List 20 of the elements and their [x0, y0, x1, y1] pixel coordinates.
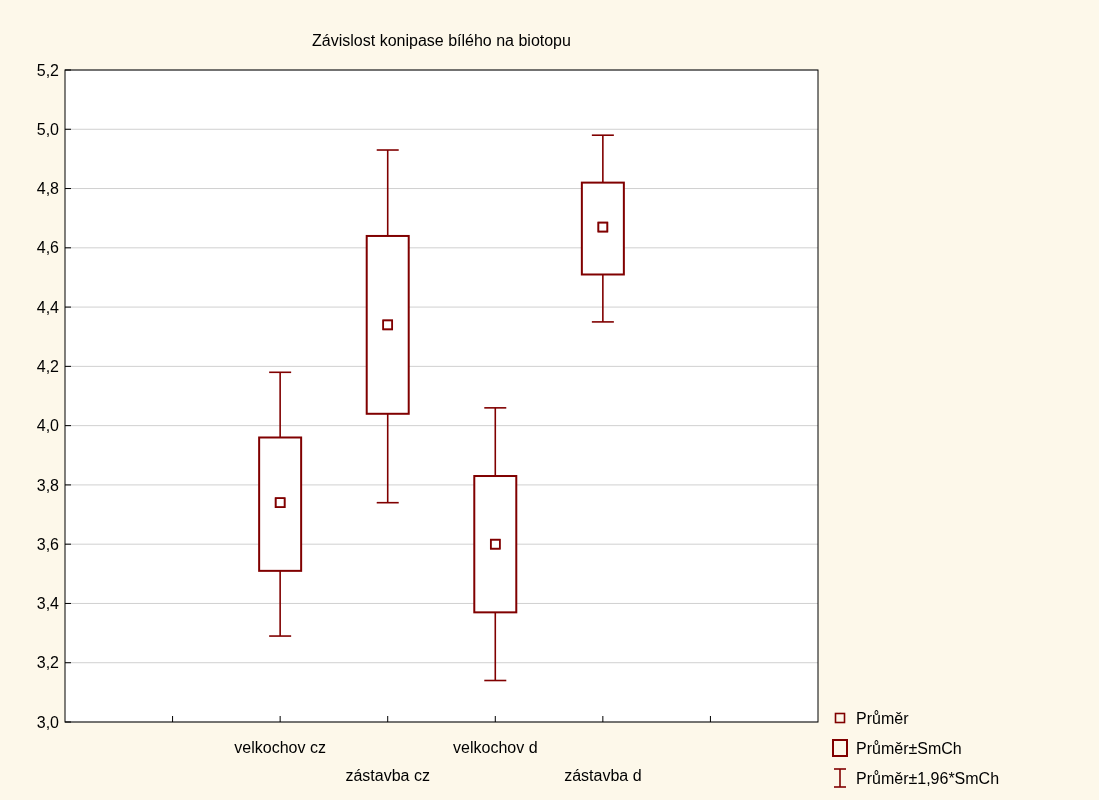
y-tick-label: 3,8 [36, 476, 60, 494]
y-tick-label: 4,4 [36, 298, 60, 316]
y-tick-label: 3,4 [36, 595, 60, 613]
x-tick-label: zástavba cz [345, 767, 430, 784]
y-tick-label: 5,0 [36, 120, 60, 138]
legend-label: Průměr [856, 709, 910, 727]
y-tick-label: 4,6 [36, 239, 60, 257]
y-tick-label: 3,0 [36, 713, 60, 731]
x-tick-label: velkochov cz [234, 739, 326, 756]
chart-title: Závislost konipase bílého na biotopu [312, 32, 571, 49]
x-tick-label: zástavba d [564, 767, 642, 784]
legend-label: Průměr±1,96*SmCh [856, 769, 1000, 787]
y-tick-label: 3,2 [36, 654, 60, 672]
y-tick-label: 4,8 [36, 180, 60, 198]
y-tick-label: 4,2 [36, 357, 60, 375]
x-tick-label: velkochov d [453, 739, 538, 756]
y-tick-label: 5,2 [36, 61, 60, 79]
y-tick-label: 4,0 [36, 417, 60, 435]
legend-label: Průměr±SmCh [856, 739, 962, 757]
y-tick-label: 3,6 [36, 535, 60, 553]
